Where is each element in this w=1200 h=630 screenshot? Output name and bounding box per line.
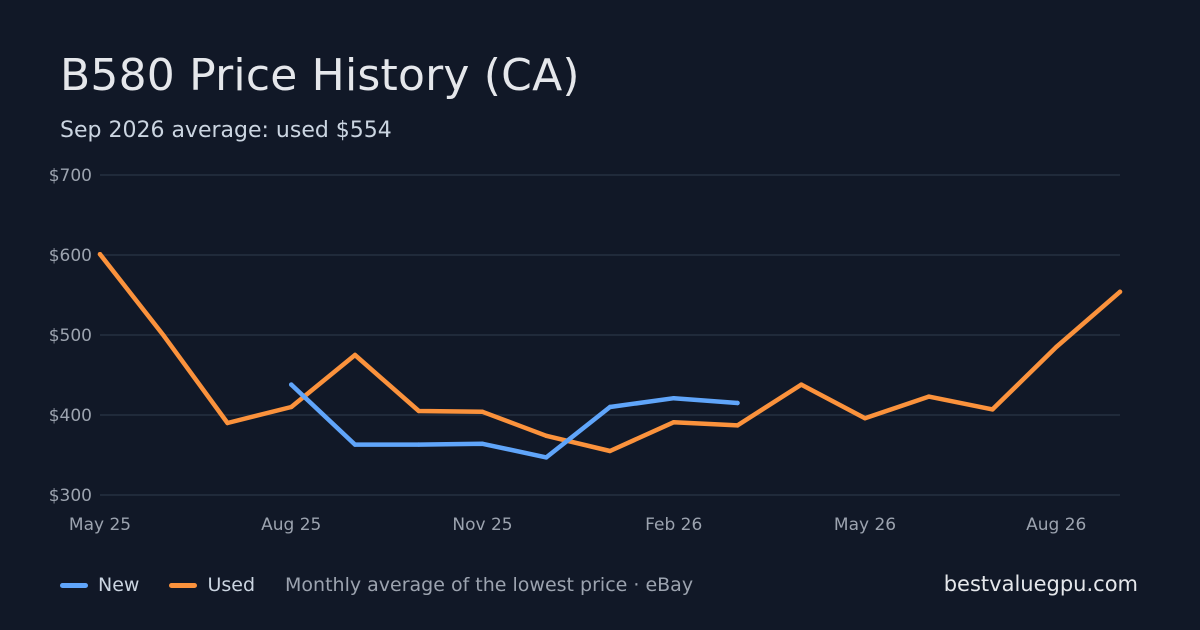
legend-item-new: New: [60, 574, 139, 596]
data-point-new: [352, 442, 358, 447]
price-history-chart: $300 $400 $500 $600 $700 May 25 Aug 25 Nov 25 Fe…: [49, 166, 1123, 535]
legend-swatch-new: [60, 582, 88, 588]
data-point-used: [1117, 289, 1123, 294]
data-point-used: [544, 433, 549, 438]
data-point-used: [799, 382, 804, 387]
y-tick-label: $700: [49, 166, 92, 186]
x-tick-label: Aug 26: [1026, 515, 1086, 535]
y-tick-label: $600: [49, 246, 92, 266]
site-link[interactable]: bestvaluegpu.com: [943, 572, 1138, 596]
data-point-used: [97, 252, 103, 257]
y-tick-label: $300: [49, 486, 92, 506]
legend-label-used: Used: [207, 574, 256, 596]
data-point-new: [671, 396, 676, 401]
data-point-used: [352, 352, 358, 358]
x-tick-label: May 25: [69, 515, 131, 535]
data-point-new: [480, 441, 485, 446]
data-point-new: [735, 400, 740, 406]
data-point-used: [671, 420, 676, 425]
y-tick-label: $500: [49, 326, 92, 346]
data-point-used: [1054, 344, 1059, 350]
data-point-used: [926, 394, 931, 399]
x-tick-label: Aug 25: [261, 515, 321, 535]
y-tick-label: $400: [49, 406, 92, 426]
chart-subtitle: Sep 2026 average: used $554: [60, 118, 392, 143]
data-point-used: [416, 408, 421, 414]
legend-item-used: Used: [169, 574, 255, 596]
legend-label-new: New: [98, 574, 140, 596]
data-point-new: [544, 455, 549, 460]
data-point-new: [289, 382, 294, 387]
x-tick-label: Feb 26: [645, 515, 702, 535]
data-point-used: [289, 404, 294, 410]
legend-swatch-used: [169, 582, 198, 588]
data-point-used: [862, 416, 868, 421]
data-point-used: [735, 423, 740, 428]
data-point-used: [225, 420, 230, 426]
data-point-used: [161, 333, 166, 338]
x-tick-label: Nov 25: [452, 515, 512, 535]
data-point-used: [607, 448, 613, 454]
series-line-used: [97, 251, 1123, 454]
data-point-new: [607, 404, 613, 410]
series-line-new: [289, 382, 740, 460]
data-point-used: [480, 409, 485, 414]
data-point-used: [990, 407, 995, 412]
data-source-caption: Monthly average of the lowest price · eB…: [285, 574, 694, 596]
data-point-new: [416, 442, 421, 447]
x-tick-label: May 26: [834, 515, 896, 535]
chart-footer: New Used Monthly average of the lowest p…: [60, 574, 693, 596]
chart-title: B580 Price History (CA): [60, 50, 580, 101]
